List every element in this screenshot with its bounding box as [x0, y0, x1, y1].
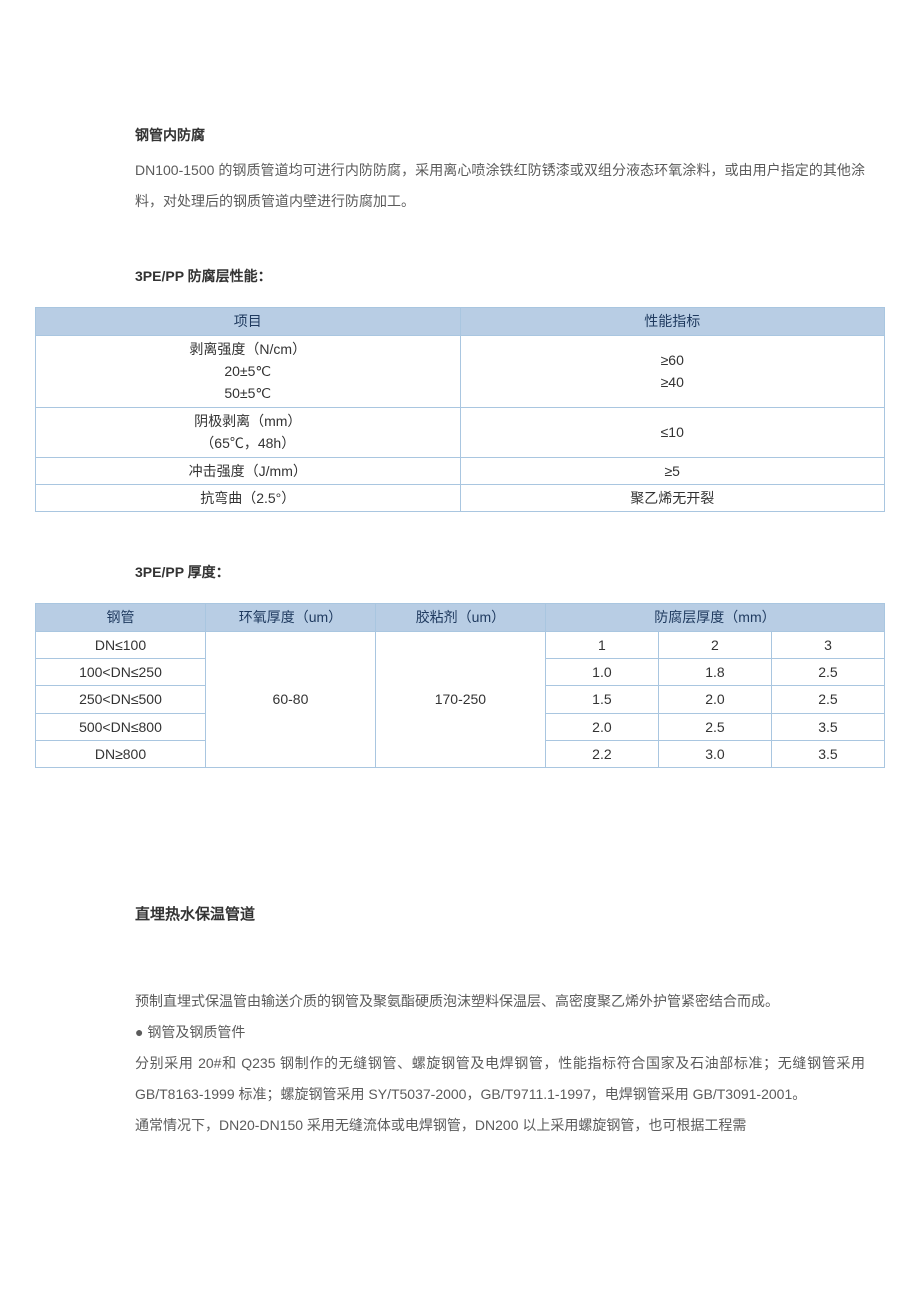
document-body: 钢管内防腐 DN100-1500 的钢质管道均可进行内防防腐，采用离心喷涂铁红防…	[0, 0, 920, 1180]
cell-t1: 2.2	[545, 741, 658, 768]
cell-item: 阴极剥离（mm） （65℃，48h）	[36, 407, 461, 457]
cell-t3: 3.5	[771, 741, 884, 768]
cell-item: 剥离强度（N/cm） 20±5℃ 50±5℃	[36, 335, 461, 407]
table-row: 抗弯曲（2.5°） 聚乙烯无开裂	[36, 484, 885, 511]
cell-pipe: DN≥800	[36, 741, 206, 768]
table-header-row: 钢管 环氧厚度（um） 胶粘剂（um） 防腐层厚度（mm）	[36, 604, 885, 631]
table-row: DN≤100 60-80 170-250 1 2 3	[36, 631, 885, 658]
th-item: 项目	[36, 308, 461, 335]
cell-pipe: 250<DN≤500	[36, 686, 206, 713]
th-epoxy: 环氧厚度（um）	[205, 604, 375, 631]
table-row: 阴极剥离（mm） （65℃，48h） ≤10	[36, 407, 885, 457]
cell-epoxy: 60-80	[205, 631, 375, 768]
table-row: 冲击强度（J/mm） ≥5	[36, 457, 885, 484]
performance-table: 项目 性能指标 剥离强度（N/cm） 20±5℃ 50±5℃ ≥60 ≥40 阴…	[35, 307, 885, 512]
section1-para1: DN100-1500 的钢质管道均可进行内防防腐，采用离心喷涂铁红防锈漆或双组分…	[135, 155, 865, 217]
table-row: 剥离强度（N/cm） 20±5℃ 50±5℃ ≥60 ≥40	[36, 335, 885, 407]
cell-t3: 3	[771, 631, 884, 658]
cell-t2: 2.0	[658, 686, 771, 713]
cell-spec: ≥60 ≥40	[460, 335, 885, 407]
bullet-item: ● 钢管及钢质管件	[135, 1017, 865, 1048]
cell-spec: 聚乙烯无开裂	[460, 484, 885, 511]
section2-para3: 通常情况下，DN20-DN150 采用无缝流体或电焊钢管，DN200 以上采用螺…	[135, 1110, 865, 1141]
section1-title: 钢管内防腐	[135, 120, 885, 151]
section2-para1: 预制直埋式保温管由输送介质的钢管及聚氨酯硬质泡沫塑料保温层、高密度聚乙烯外护管紧…	[135, 986, 865, 1017]
section2-title: 直埋热水保温管道	[135, 898, 885, 931]
cell-item: 冲击强度（J/mm）	[36, 457, 461, 484]
cell-pipe: 100<DN≤250	[36, 658, 206, 685]
cell-item: 抗弯曲（2.5°）	[36, 484, 461, 511]
section2-para2: 分别采用 20#和 Q235 钢制作的无缝钢管、螺旋钢管及电焊钢管，性能指标符合…	[135, 1048, 865, 1110]
cell-t2: 3.0	[658, 741, 771, 768]
cell-spec: ≤10	[460, 407, 885, 457]
cell-t3: 2.5	[771, 686, 884, 713]
cell-t2: 2.5	[658, 713, 771, 740]
th-coating: 防腐层厚度（mm）	[545, 604, 884, 631]
cell-t1: 1.5	[545, 686, 658, 713]
cell-t3: 3.5	[771, 713, 884, 740]
th-pipe: 钢管	[36, 604, 206, 631]
cell-t3: 2.5	[771, 658, 884, 685]
table-header-row: 项目 性能指标	[36, 308, 885, 335]
th-spec: 性能指标	[460, 308, 885, 335]
thickness-table: 钢管 环氧厚度（um） 胶粘剂（um） 防腐层厚度（mm） DN≤100 60-…	[35, 603, 885, 768]
cell-t1: 1	[545, 631, 658, 658]
cell-t1: 1.0	[545, 658, 658, 685]
table1-title: 3PE/PP 防腐层性能：	[135, 261, 885, 292]
cell-t2: 2	[658, 631, 771, 658]
cell-pipe: DN≤100	[36, 631, 206, 658]
th-adhesive: 胶粘剂（um）	[375, 604, 545, 631]
cell-pipe: 500<DN≤800	[36, 713, 206, 740]
cell-t2: 1.8	[658, 658, 771, 685]
cell-adhesive: 170-250	[375, 631, 545, 768]
table2-title: 3PE/PP 厚度：	[135, 557, 885, 588]
cell-spec: ≥5	[460, 457, 885, 484]
cell-t1: 2.0	[545, 713, 658, 740]
